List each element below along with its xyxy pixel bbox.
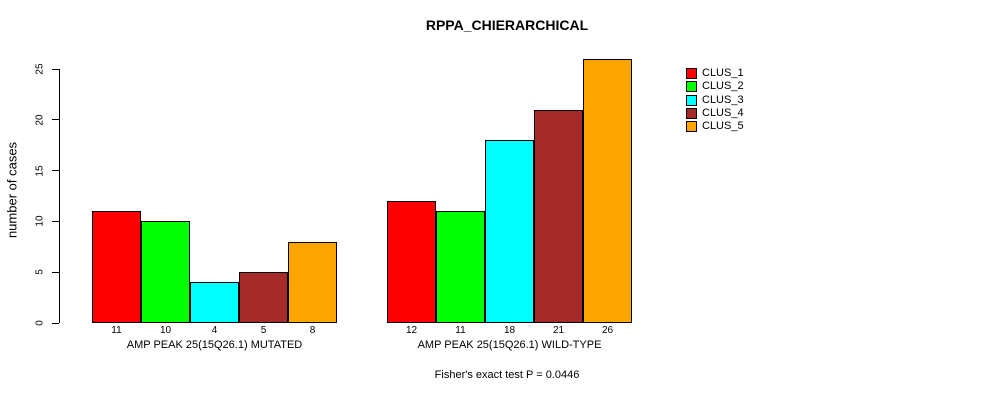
bar-clus_2-group1 bbox=[141, 221, 190, 323]
bar-value-label: 26 bbox=[601, 325, 614, 336]
y-axis-tick bbox=[52, 220, 59, 222]
y-axis-tick bbox=[52, 271, 59, 273]
bar-value-label: 10 bbox=[159, 325, 172, 336]
bar-clus_2-group2 bbox=[436, 211, 485, 323]
y-axis-tick-label: 10 bbox=[34, 215, 46, 227]
y-axis-line bbox=[59, 69, 60, 323]
legend-label: CLUS_5 bbox=[702, 120, 744, 133]
legend-swatch-clus_2 bbox=[686, 81, 697, 93]
bar-value-label: 5 bbox=[260, 325, 267, 336]
bar-clus_1-group1 bbox=[92, 211, 141, 323]
y-axis-tick bbox=[52, 119, 59, 121]
bar-value-label: 11 bbox=[455, 325, 466, 336]
bar-clus_4-group1 bbox=[239, 272, 288, 323]
legend-label: CLUS_2 bbox=[702, 80, 744, 93]
y-axis-tick-label: 0 bbox=[34, 320, 46, 326]
group-category-label: AMP PEAK 25(15Q26.1) MUTATED bbox=[126, 339, 303, 351]
legend-swatch-clus_1 bbox=[686, 68, 697, 79]
bar-value-label: 18 bbox=[503, 325, 516, 336]
bar-clus_1-group2 bbox=[387, 201, 436, 323]
legend-swatch-clus_4 bbox=[686, 107, 697, 119]
legend-label: CLUS_3 bbox=[702, 93, 744, 106]
fisher-test-note: Fisher's exact test P = 0.0446 bbox=[434, 369, 580, 381]
y-axis-tick-label: 5 bbox=[34, 269, 46, 275]
y-axis-tick bbox=[52, 170, 59, 172]
y-axis-tick-label: 20 bbox=[34, 114, 46, 126]
bar-clus_3-group2 bbox=[485, 140, 534, 323]
bar-clus_5-group2 bbox=[583, 58, 632, 323]
y-axis-label: number of cases bbox=[4, 141, 20, 239]
legend-label: CLUS_4 bbox=[702, 106, 744, 119]
legend-swatch-clus_5 bbox=[686, 121, 697, 133]
y-axis-tick bbox=[52, 68, 59, 70]
bar-clus_3-group1 bbox=[190, 282, 239, 323]
legend-swatch-clus_3 bbox=[686, 94, 697, 106]
group-category-label: AMP PEAK 25(15Q26.1) WILD-TYPE bbox=[417, 339, 602, 351]
bar-value-label: 8 bbox=[309, 325, 316, 336]
bar-value-label: 4 bbox=[211, 325, 218, 336]
y-axis-tick bbox=[52, 322, 59, 324]
y-axis-tick-label: 15 bbox=[34, 165, 46, 177]
bar-value-label: 11 bbox=[111, 325, 122, 336]
bar-clus_5-group1 bbox=[288, 241, 337, 323]
legend-label: CLUS_1 bbox=[702, 67, 744, 79]
bar-value-label: 12 bbox=[405, 325, 418, 336]
bar-value-label: 21 bbox=[552, 325, 565, 336]
y-axis-tick-label: 25 bbox=[34, 63, 46, 75]
chart-title: RPPA_CHIERARCHICAL bbox=[425, 17, 589, 33]
bar-clus_4-group2 bbox=[534, 109, 583, 323]
